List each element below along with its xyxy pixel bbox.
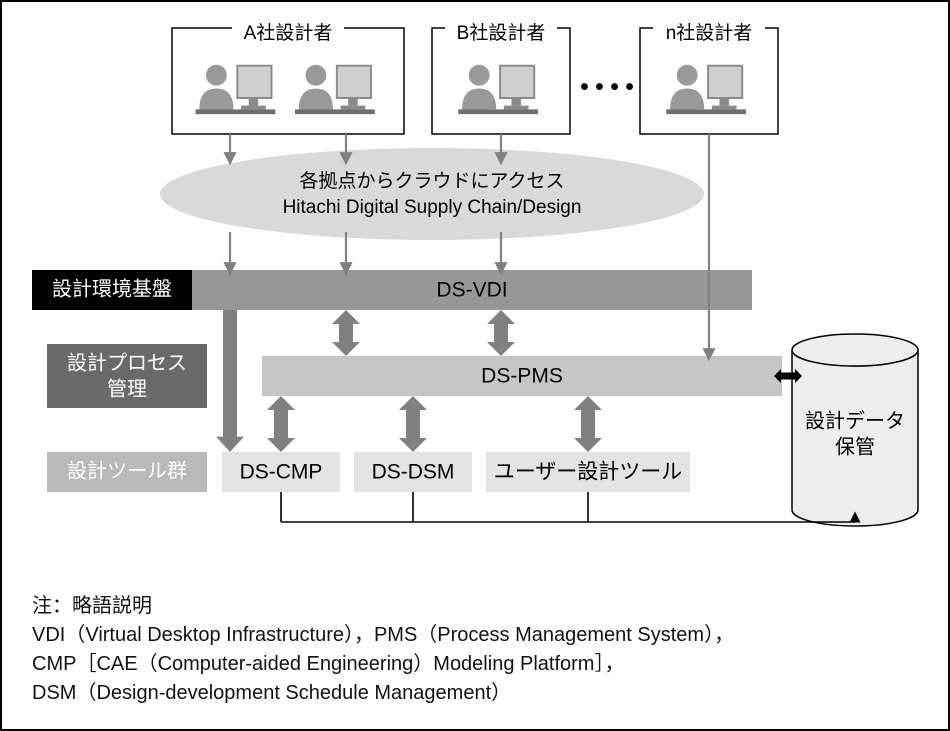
footnote: 注：略語説明 VDI（Virtual Desktop Infrastructur… — [32, 592, 918, 708]
svg-text:ユーザー設計ツール: ユーザー設計ツール — [494, 461, 683, 484]
double-arrow — [574, 396, 602, 452]
footnote-line: VDI（Virtual Desktop Infrastructure），PMS（… — [32, 621, 918, 650]
double-arrow — [487, 310, 515, 356]
svg-text:管理: 管理 — [107, 377, 147, 400]
double-arrow — [332, 310, 360, 356]
svg-text:DS-PMS: DS-PMS — [481, 365, 563, 388]
svg-text:設計データ: 設計データ — [805, 409, 905, 432]
svg-text:• • • •: • • • • — [580, 73, 634, 100]
svg-text:設計プロセス: 設計プロセス — [67, 351, 187, 374]
svg-text:DS-VDI: DS-VDI — [436, 279, 507, 302]
diagram-svg: A社設計者 B社設計者 n社設計者 • • • • 各拠点からクラウドにアクセス Hita… — [32, 22, 922, 582]
thick-arrow — [216, 310, 244, 452]
svg-text:Hitachi Digital Supply Chain/D: Hitachi Digital Supply Chain/Design — [283, 197, 582, 218]
svg-text:保管: 保管 — [835, 435, 875, 458]
svg-text:設計環境基盤: 設計環境基盤 — [52, 277, 172, 300]
svg-text:DS-DSM: DS-DSM — [372, 461, 455, 484]
svg-text:各拠点からクラウドにアクセス: 各拠点からクラウドにアクセス — [299, 170, 564, 192]
double-arrow — [399, 396, 427, 452]
double-arrow — [267, 396, 295, 452]
svg-text:DS-CMP: DS-CMP — [240, 461, 323, 484]
diagram-frame: A社設計者 B社設計者 n社設計者 • • • • 各拠点からクラウドにアクセス Hita… — [0, 0, 950, 731]
svg-text:設計ツール群: 設計ツール群 — [67, 459, 187, 482]
svg-text:n社設計者: n社設計者 — [666, 22, 753, 44]
cloud-ellipse — [160, 148, 704, 240]
footnote-line: DSM（Design-development Schedule Manageme… — [32, 679, 918, 708]
footnote-line: CMP［CAE（Computer-aided Engineering）Model… — [32, 650, 918, 679]
svg-text:B社設計者: B社設計者 — [457, 22, 546, 44]
svg-text:A社設計者: A社設計者 — [244, 22, 333, 44]
footnote-title: 注：略語説明 — [32, 592, 918, 621]
